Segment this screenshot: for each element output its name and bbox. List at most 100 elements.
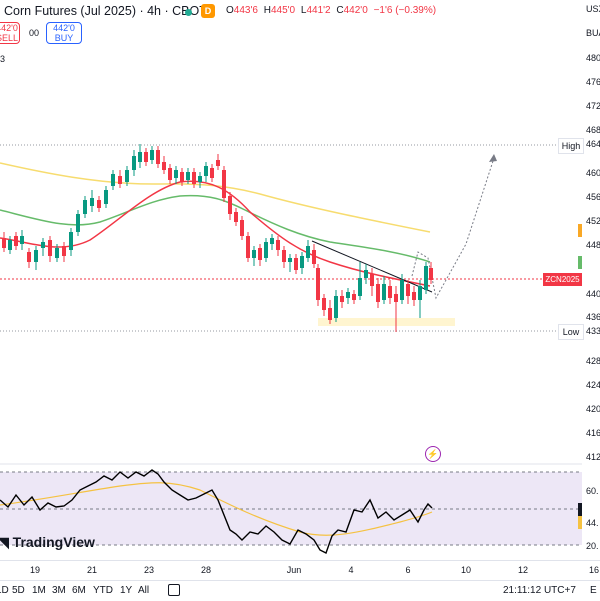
candle-body <box>62 246 66 256</box>
time-axis[interactable]: 19 21 23 28 Jun 4 6 10 12 16 <box>0 560 600 581</box>
last-price-axis-label: 442 <box>586 273 600 283</box>
high-label: High <box>558 138 584 154</box>
candle-body <box>198 176 202 182</box>
calendar-icon[interactable] <box>168 584 180 596</box>
symbol-price-badge: ZCN2025 <box>543 273 582 286</box>
candle-body <box>104 190 108 204</box>
candle-body <box>240 220 244 236</box>
rsi-ma-line <box>0 482 433 536</box>
candle-body <box>376 284 380 302</box>
candle-body <box>282 250 286 262</box>
candle-body <box>168 168 172 180</box>
range-all-button[interactable]: All <box>138 585 150 596</box>
ohlc-close-value: 442'0 <box>343 5 368 16</box>
candle-body <box>270 238 274 244</box>
buy-button[interactable]: 442'0 BUY <box>46 22 82 44</box>
alert-icon[interactable]: ⚡ <box>425 446 441 462</box>
ohlc-readout: O443'6 H445'0 L441'2 C442'0 −1'6 (−0.39%… <box>226 5 439 16</box>
candle-body <box>186 172 190 180</box>
buy-price: 442'0 <box>53 23 75 33</box>
delayed-badge[interactable]: D <box>201 4 215 18</box>
candle-body <box>346 292 350 298</box>
ma-yellow-axis-marker <box>578 224 582 237</box>
candle-body <box>144 152 148 162</box>
price-tick: 412 <box>586 452 600 462</box>
candle-body <box>388 286 392 298</box>
candle-body <box>234 212 238 222</box>
candle-body <box>14 236 18 246</box>
ohlc-change-value: −1'6 (−0.39%) <box>373 5 437 16</box>
candle-body <box>412 292 416 300</box>
candle-body <box>429 268 433 280</box>
candle-body <box>204 166 208 176</box>
candle-body <box>162 162 166 170</box>
range-1d-button[interactable]: 1D <box>0 585 9 596</box>
tradingview-logo[interactable]: ◥ TradingView <box>0 534 95 551</box>
candle-body <box>222 170 226 198</box>
candle-body <box>27 252 31 262</box>
price-tick: 480 <box>586 53 600 63</box>
candle-body <box>111 174 115 186</box>
ma-yellow <box>0 162 431 233</box>
candle-body <box>322 298 326 310</box>
candle-body <box>300 256 304 268</box>
candle-body <box>228 196 232 214</box>
chart-canvas[interactable] <box>0 0 582 560</box>
range-1m-button[interactable]: 1M <box>32 585 46 596</box>
range-6m-button[interactable]: 6M <box>72 585 86 596</box>
price-tick: 424 <box>586 380 600 390</box>
candle-body <box>34 250 38 262</box>
axis-currency: USX <box>586 4 600 14</box>
candle-body <box>210 168 214 178</box>
range-5d-button[interactable]: 5D <box>12 585 25 596</box>
clock[interactable]: 21:11:12 UTC+7 <box>503 585 576 596</box>
candle-body <box>55 248 59 258</box>
candles-group <box>2 144 433 332</box>
range-1y-button[interactable]: 1Y <box>120 585 133 596</box>
candle-body <box>132 156 136 170</box>
candle-body <box>2 238 6 248</box>
candle-body <box>150 150 154 160</box>
bottom-toolbar: 1D 5D 1M 3M 6M YTD 1Y All 21:11:12 UTC+7… <box>0 580 600 601</box>
ma-green <box>0 194 431 263</box>
time-tick: 10 <box>460 565 472 575</box>
ma-yellow-axis-label: 450 <box>586 226 600 236</box>
candle-body <box>306 246 310 258</box>
market-status-dot-icon <box>185 9 192 16</box>
chart-header: Corn Futures (Jul 2025) · 4h · CBOT D O4… <box>0 0 582 70</box>
candle-body <box>334 296 338 318</box>
time-tick: 12 <box>517 565 529 575</box>
indicator-count[interactable]: 3 <box>0 54 6 64</box>
logo-text: TradingView <box>12 534 95 550</box>
range-3m-button[interactable]: 3M <box>52 585 66 596</box>
candle-body <box>328 308 332 320</box>
candle-body <box>406 284 410 296</box>
price-axis[interactable]: USX BUA 480 476 472 468 464 460 456 452 … <box>582 0 600 560</box>
price-tick: 464 <box>586 139 600 149</box>
price-tick: 476 <box>586 77 600 87</box>
candle-body <box>138 152 142 162</box>
candle-body <box>294 258 298 270</box>
extended-hours-toggle[interactable]: E <box>590 585 597 596</box>
spread-value: 00 <box>29 28 40 38</box>
candle-body <box>276 240 280 250</box>
rsi-line <box>0 469 433 554</box>
logo-mark-icon: ◥ <box>0 534 9 550</box>
rsi-value-marker <box>578 503 582 516</box>
price-tick: 416 <box>586 428 600 438</box>
symbol-title[interactable]: Corn Futures (Jul 2025) · 4h · CBOT <box>4 4 207 18</box>
low-label: Low <box>558 324 584 340</box>
support-zone[interactable] <box>318 318 455 326</box>
candle-body <box>246 236 250 258</box>
candle-body <box>192 172 196 184</box>
candle-body <box>358 278 362 296</box>
sell-button[interactable]: 442'0 SELL <box>0 22 20 44</box>
price-tick: 436 <box>586 312 600 322</box>
range-ytd-button[interactable]: YTD <box>93 585 113 596</box>
time-tick: 19 <box>29 565 41 575</box>
ma-green-axis-label: 445 <box>586 258 600 268</box>
candle-body <box>264 242 268 258</box>
ma-green-axis-marker <box>578 256 582 269</box>
trend-line[interactable] <box>311 240 433 293</box>
candle-body <box>312 250 316 264</box>
